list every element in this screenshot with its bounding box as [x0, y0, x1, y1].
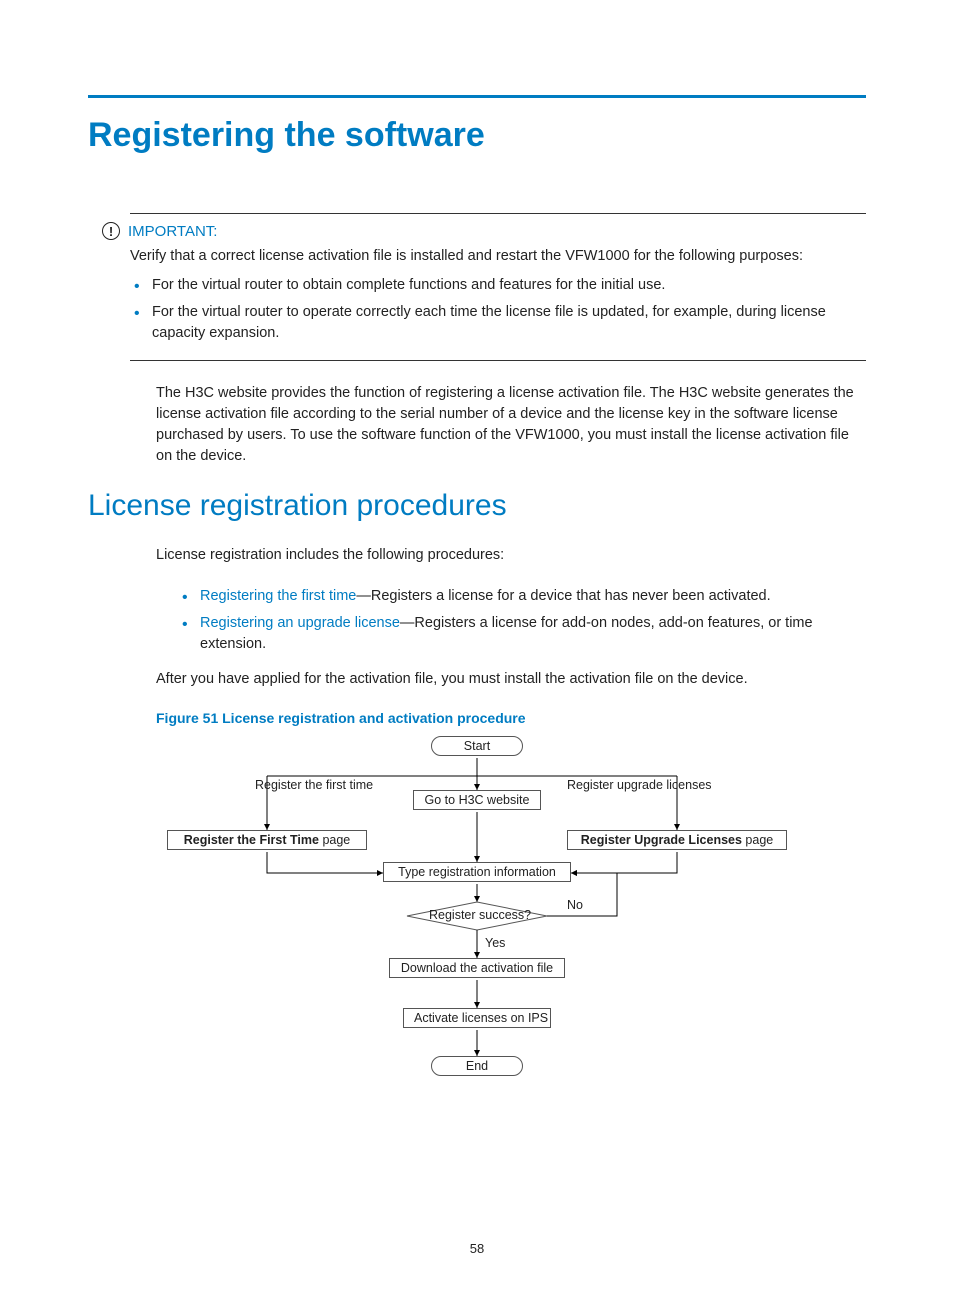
list-item: Registering the first time—Registers a l… — [200, 586, 866, 607]
section-heading: License registration procedures — [88, 489, 866, 523]
flow-node-register-first-time-page: Register the First Time page — [167, 830, 367, 850]
flow-node-download: Download the activation file — [389, 958, 565, 978]
header-rule — [88, 95, 866, 98]
procedure-list: Registering the first time—Registers a l… — [178, 586, 866, 655]
flow-node-label-bold: Register the First Time — [184, 833, 319, 847]
flow-node-type-info: Type registration information — [383, 862, 571, 882]
page-title: Registering the software — [88, 116, 866, 155]
body-paragraph: License registration includes the follow… — [156, 545, 866, 566]
page-number: 58 — [0, 1241, 954, 1256]
flow-node-label-tail: page — [319, 833, 350, 847]
list-item: For the virtual router to obtain complet… — [152, 275, 866, 296]
link-registering-first-time[interactable]: Registering the first time — [200, 588, 356, 604]
important-note: ! IMPORTANT: Verify that a correct licen… — [130, 213, 866, 361]
flow-node-end: End — [431, 1056, 523, 1076]
list-item: For the virtual router to operate correc… — [152, 302, 866, 344]
flow-node-label-bold: Register Upgrade Licenses — [581, 833, 742, 847]
flow-label-yes: Yes — [485, 936, 505, 950]
important-list: For the virtual router to obtain complet… — [130, 275, 866, 344]
flow-node-goto-website: Go to H3C website — [413, 790, 541, 810]
flow-node-register-upgrade-page: Register Upgrade Licenses page — [567, 830, 787, 850]
list-item: Registering an upgrade license—Registers… — [200, 613, 866, 655]
body-paragraph: The H3C website provides the function of… — [156, 383, 866, 467]
important-label: IMPORTANT: — [128, 223, 217, 240]
body-paragraph: After you have applied for the activatio… — [156, 669, 866, 690]
flow-branch-label-right: Register upgrade licenses — [567, 778, 712, 792]
flow-node-decision: Register success? — [429, 908, 525, 922]
flow-branch-label-left: Register the first time — [255, 778, 373, 792]
flow-label-no: No — [567, 898, 583, 912]
flowchart: Start Register the first time Register u… — [167, 736, 787, 1096]
figure-caption: Figure 51 License registration and activ… — [156, 710, 866, 726]
important-intro: Verify that a correct license activation… — [130, 246, 866, 267]
flow-node-label-tail: page — [742, 833, 773, 847]
flow-node-start: Start — [431, 736, 523, 756]
flow-node-activate: Activate licenses on IPS — [403, 1008, 551, 1028]
link-registering-upgrade-license[interactable]: Registering an upgrade license — [200, 615, 400, 631]
list-item-rest: —Registers a license for a device that h… — [356, 588, 770, 604]
important-icon: ! — [102, 222, 120, 240]
